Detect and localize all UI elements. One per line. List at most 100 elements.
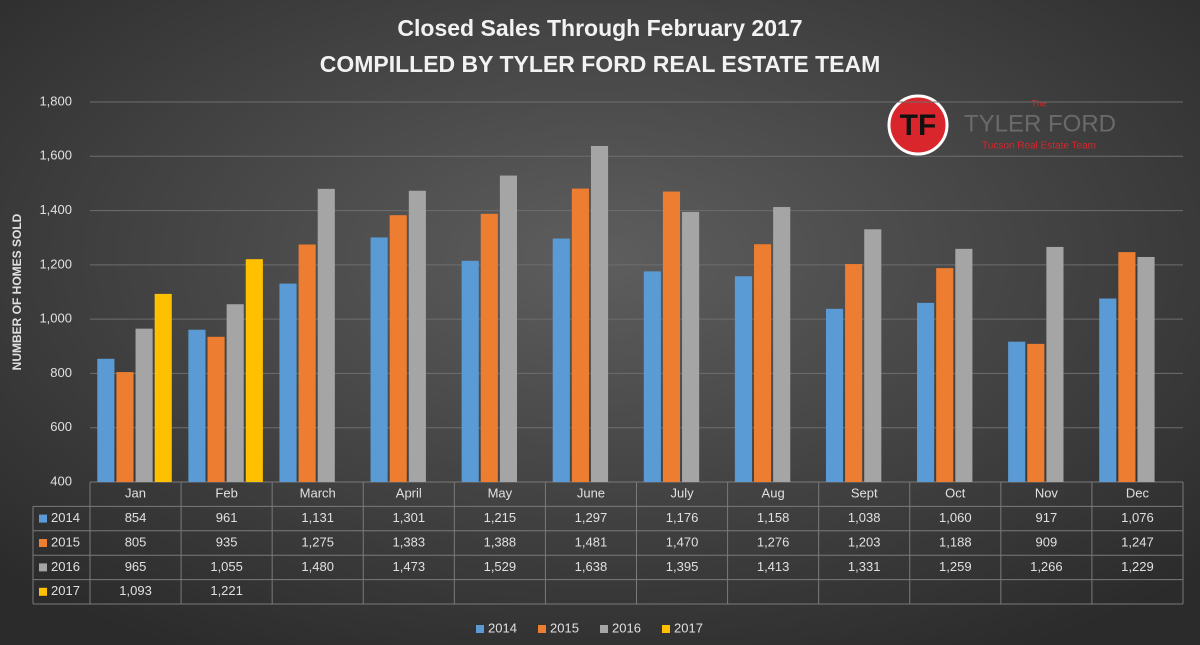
bar <box>1099 298 1117 482</box>
legend-label: 2015 <box>550 620 579 635</box>
x-tick-label: Nov <box>1035 486 1059 501</box>
table-value: 1,473 <box>393 559 426 574</box>
table-value: 1,188 <box>939 534 972 549</box>
x-tick-label: April <box>396 486 422 501</box>
legend-key <box>538 625 546 633</box>
legend-label: 2014 <box>488 620 517 635</box>
bar <box>1137 256 1155 482</box>
bar <box>643 271 661 482</box>
y-tick-label: 1,000 <box>39 311 72 326</box>
table-value: 1,076 <box>1121 510 1154 525</box>
legend-label: 2016 <box>612 620 641 635</box>
table-value: 1,297 <box>575 510 608 525</box>
bar <box>116 372 134 482</box>
bar <box>317 188 335 482</box>
bar <box>734 276 752 482</box>
x-tick-label: Oct <box>945 486 966 501</box>
bar <box>864 229 882 482</box>
bar <box>825 308 844 482</box>
bar <box>773 207 791 483</box>
table-value: 1,529 <box>484 559 517 574</box>
logo-circle <box>887 94 949 156</box>
x-tick-label: May <box>488 486 513 501</box>
bar <box>480 213 498 483</box>
table-legend-key <box>39 587 47 596</box>
table-value: 1,203 <box>848 534 881 549</box>
bar <box>682 211 700 482</box>
logo-mark: TF <box>900 109 937 142</box>
bar <box>571 188 589 483</box>
y-tick-label: 1,400 <box>39 202 72 217</box>
y-axis-title: NUMBER OF HOMES SOLD <box>10 213 24 370</box>
table-series-label: 2016 <box>51 559 80 574</box>
chart-title: Closed Sales Through February 2017 <box>397 15 802 41</box>
table-value: 1,266 <box>1030 559 1063 574</box>
bar <box>955 248 973 482</box>
bar <box>298 244 316 482</box>
x-tick-label: Jan <box>125 486 146 501</box>
table-value: 1,176 <box>666 510 699 525</box>
bar <box>154 293 172 482</box>
bar <box>936 268 954 482</box>
table-value: 1,221 <box>210 583 243 598</box>
table-value: 1,060 <box>939 510 972 525</box>
x-tick-label: Aug <box>762 486 785 501</box>
table-value: 1,301 <box>393 510 426 525</box>
table-value: 961 <box>216 510 238 525</box>
bar <box>499 175 518 483</box>
table-value: 1,229 <box>1121 559 1154 574</box>
bar <box>1027 343 1045 482</box>
table-value: 1,131 <box>301 510 334 525</box>
legend-key <box>600 625 608 633</box>
table-legend-key <box>39 514 47 523</box>
x-tick-label: Sept <box>851 486 878 501</box>
table-value: 1,388 <box>484 534 517 549</box>
table-value: 1,275 <box>301 534 334 549</box>
table-value: 1,093 <box>119 583 152 598</box>
bar <box>207 336 225 482</box>
table-value: 1,276 <box>757 534 790 549</box>
table-value: 1,247 <box>1121 534 1154 549</box>
bar <box>1008 341 1026 482</box>
bar <box>135 328 153 482</box>
bar <box>461 260 479 482</box>
bar <box>917 302 935 482</box>
table-series-label: 2017 <box>51 583 80 598</box>
bar <box>226 304 244 482</box>
logo-top: The <box>1031 98 1047 108</box>
x-tick-label: Dec <box>1126 486 1150 501</box>
table-value: 1,259 <box>939 559 972 574</box>
table-value: 1,480 <box>301 559 334 574</box>
bar <box>370 237 388 482</box>
table-value: 1,470 <box>666 534 699 549</box>
bar <box>408 190 426 482</box>
logo: TF The TYLER FORD Tucson Real Estate Tea… <box>887 94 1116 156</box>
bar <box>753 244 772 482</box>
table-value: 1,158 <box>757 510 790 525</box>
table-value: 854 <box>125 510 147 525</box>
table-legend-key <box>39 563 47 572</box>
table-value: 1,638 <box>575 559 608 574</box>
bar <box>245 259 263 482</box>
chart-subtitle: COMPILLED BY TYLER FORD REAL ESTATE TEAM <box>320 51 881 77</box>
table-value: 805 <box>125 534 147 549</box>
logo-tagline: Tucson Real Estate Team <box>982 141 1096 152</box>
y-tick-label: 1,200 <box>39 256 72 271</box>
y-tick-label: 1,800 <box>39 93 72 108</box>
table-value: 1,395 <box>666 559 699 574</box>
x-tick-label: Feb <box>215 486 237 501</box>
table-value: 1,383 <box>393 534 426 549</box>
bar <box>1046 246 1064 482</box>
table-value: 1,481 <box>575 534 608 549</box>
table-legend-key <box>39 539 47 547</box>
bar <box>389 215 407 482</box>
table-value: 917 <box>1036 510 1058 525</box>
x-tick-label: July <box>670 486 694 501</box>
y-tick-label: 800 <box>50 365 72 380</box>
table-value: 909 <box>1036 534 1058 549</box>
legend-key <box>662 625 670 633</box>
bar <box>845 264 863 482</box>
y-tick-label: 1,600 <box>39 148 72 163</box>
table-value: 1,055 <box>210 559 243 574</box>
bar <box>188 329 206 482</box>
